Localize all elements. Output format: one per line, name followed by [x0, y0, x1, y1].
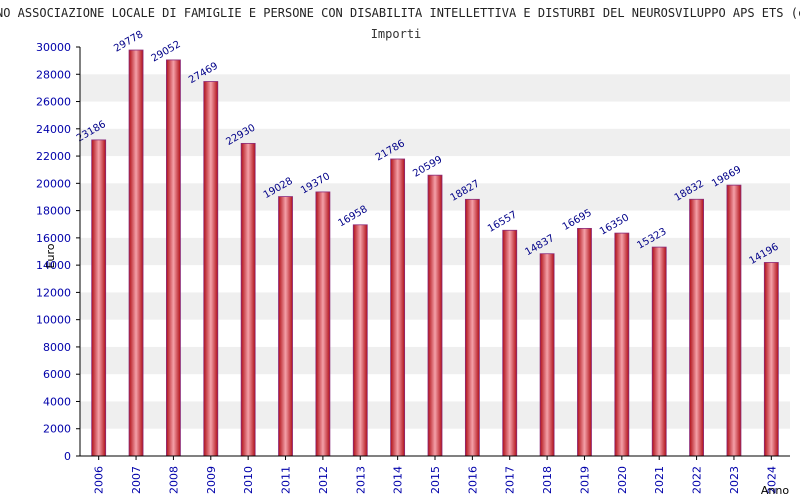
- bar-2017: [502, 229, 518, 457]
- bar-2012: [315, 191, 331, 457]
- y-tick-label: 8000: [43, 341, 71, 354]
- x-tick-label-2024: 2024: [765, 466, 778, 494]
- bar-2015: [427, 174, 443, 457]
- x-tick-label-2013: 2013: [354, 466, 367, 494]
- bar-2013: [352, 224, 368, 457]
- x-tick-label-2023: 2023: [728, 466, 741, 494]
- y-tick-label: 30000: [36, 41, 71, 54]
- y-tick-label: 10000: [36, 314, 71, 327]
- grid-band: [80, 74, 790, 102]
- y-tick-label: 18000: [36, 205, 71, 218]
- bar-2018: [539, 253, 555, 457]
- bar-2014: [390, 158, 406, 457]
- x-tick-label-2014: 2014: [392, 466, 405, 494]
- x-tick-label-2009: 2009: [205, 466, 218, 494]
- bar-2010: [240, 142, 256, 457]
- x-tick-label-2015: 2015: [429, 466, 442, 494]
- x-tick-label-2017: 2017: [504, 466, 517, 494]
- y-tick-label: 12000: [36, 286, 71, 299]
- y-tick-label: 20000: [36, 177, 71, 190]
- x-axis-ticks: 2006 2007 2008 2009 2010 2011 2012 2013 2014 2015…: [93, 456, 778, 494]
- y-axis-ticks: 0 2000 4000 6000 8000 10000 12000 14000 16000 180…: [36, 41, 80, 463]
- bar-2024: [763, 262, 779, 457]
- x-tick-label-2006: 2006: [93, 466, 106, 494]
- x-tick-label-2016: 2016: [466, 466, 479, 494]
- y-tick-label: 16000: [36, 232, 71, 245]
- grid-band: [80, 128, 790, 157]
- x-tick-label-2008: 2008: [167, 466, 180, 494]
- y-tick-label: 14000: [36, 259, 71, 272]
- bar-2021: [651, 246, 667, 457]
- bar-2008: [166, 59, 181, 457]
- x-tick-label-2021: 2021: [653, 466, 666, 494]
- x-tick-label-2010: 2010: [242, 466, 255, 494]
- bar-2020: [614, 232, 630, 457]
- y-tick-label: 6000: [43, 368, 71, 381]
- x-tick-label-2018: 2018: [541, 466, 554, 494]
- bar-2009: [203, 81, 219, 457]
- y-tick-label: 0: [64, 450, 71, 463]
- bar-2022: [689, 198, 704, 457]
- x-tick-label-2022: 2022: [691, 466, 704, 494]
- y-tick-label: 4000: [43, 395, 71, 408]
- y-tick-label: 24000: [36, 123, 71, 136]
- x-tick-label-2019: 2019: [578, 466, 591, 494]
- x-axis-label: Anno: [761, 484, 789, 497]
- bar-2023: [726, 184, 742, 457]
- bar-2006: [91, 139, 107, 457]
- x-tick-label-2012: 2012: [317, 466, 330, 494]
- y-tick-label: 26000: [36, 96, 71, 109]
- bar-2019: [577, 227, 592, 457]
- x-tick-label-2020: 2020: [616, 466, 629, 494]
- chart-title: NO ASSOCIAZIONE LOCALE DI FAMIGLIE E PER…: [0, 6, 800, 20]
- bar-2007: [128, 49, 144, 457]
- chart-subtitle: Importi: [371, 27, 422, 41]
- y-tick-label: 28000: [36, 68, 71, 81]
- x-tick-label-2007: 2007: [130, 466, 143, 494]
- y-axis-label: Euro: [44, 243, 57, 268]
- y-tick-label: 2000: [43, 423, 71, 436]
- bar-2016: [464, 198, 480, 457]
- x-tick-label-2011: 2011: [280, 466, 293, 494]
- y-tick-label: 22000: [36, 150, 71, 163]
- bar-2011: [278, 196, 293, 457]
